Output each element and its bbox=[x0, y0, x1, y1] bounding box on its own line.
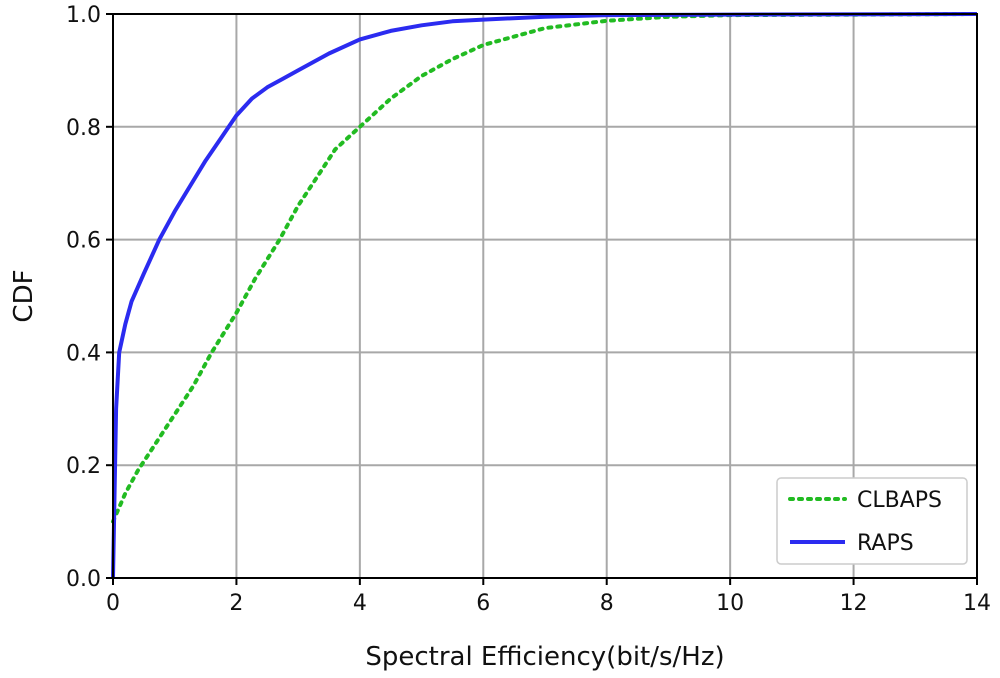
x-tick-label-1: 2 bbox=[229, 591, 243, 616]
plot-frame bbox=[112, 13, 978, 579]
x-tick-label-2: 4 bbox=[353, 591, 367, 616]
y-tick-label-5: 1.0 bbox=[66, 3, 101, 28]
x-axis-ticks: 0 2 4 6 8 10 12 14 bbox=[106, 578, 991, 616]
x-tick-label-0: 0 bbox=[106, 591, 120, 616]
series-line-clbaps bbox=[111, 12, 979, 524]
y-tick-label-0: 0.0 bbox=[66, 567, 101, 592]
grid-lines bbox=[113, 14, 977, 578]
y-tick-label-4: 0.8 bbox=[66, 116, 101, 141]
legend-label-raps: RAPS bbox=[857, 531, 914, 556]
y-tick-label-1: 0.2 bbox=[66, 454, 101, 479]
y-axis-ticks: 0.0 0.2 0.4 0.6 0.8 1.0 bbox=[66, 3, 113, 592]
x-tick-label-7: 14 bbox=[963, 591, 991, 616]
x-tick-label-3: 6 bbox=[476, 591, 490, 616]
x-axis-title: Spectral Efficiency(bit/s/Hz) bbox=[365, 642, 724, 672]
series-layer bbox=[111, 12, 979, 579]
series-line-raps bbox=[111, 12, 978, 579]
x-tick-label-5: 10 bbox=[716, 591, 744, 616]
legend-label-clbaps: CLBAPS bbox=[857, 488, 942, 513]
x-tick-label-6: 12 bbox=[840, 591, 868, 616]
y-axis-title: CDF bbox=[9, 269, 39, 322]
legend: CLBAPS RAPS bbox=[776, 477, 968, 565]
x-tick-label-4: 8 bbox=[600, 591, 614, 616]
y-tick-label-3: 0.6 bbox=[66, 229, 101, 254]
y-tick-label-2: 0.4 bbox=[66, 341, 101, 366]
